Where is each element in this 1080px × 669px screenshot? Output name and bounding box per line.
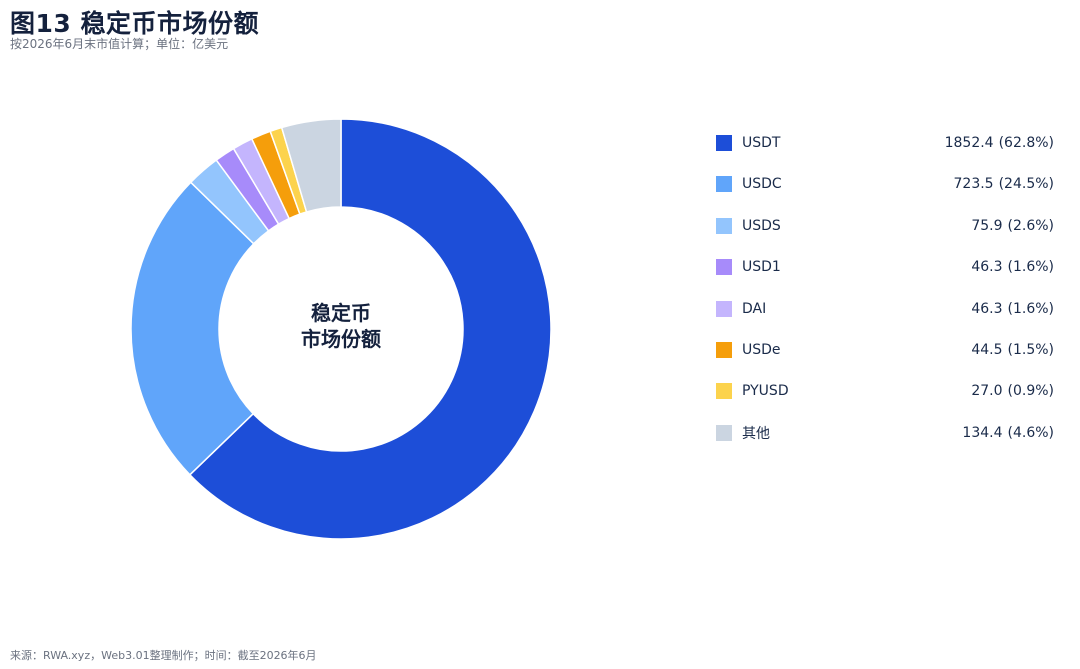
legend-item: USDT 1852.4 (62.8%) xyxy=(716,131,1054,155)
legend-value-number: 134.4 xyxy=(962,424,1003,441)
legend-value-percent: (2.6%) xyxy=(1007,217,1055,234)
legend-swatch xyxy=(716,383,732,400)
legend-value-number: 27.0 xyxy=(971,383,1003,400)
legend-value-percent: (1.5%) xyxy=(1007,342,1055,358)
legend-label: USDC xyxy=(742,176,782,193)
legend-value: 134.4 (4.6%) xyxy=(962,425,1054,441)
legend-value-percent: (1.6%) xyxy=(1007,300,1055,317)
legend-value-number: 75.9 xyxy=(971,217,1003,234)
center-label-line-1: 稳定币 xyxy=(311,301,371,325)
legend-value: 75.9 (2.6%) xyxy=(971,218,1054,234)
legend-item: USDe 44.5 (1.5%) xyxy=(716,338,1054,362)
legend-swatch xyxy=(716,217,732,234)
legend-value-percent: (4.6%) xyxy=(1007,424,1055,441)
legend-swatch xyxy=(716,342,732,358)
legend-swatch xyxy=(716,424,732,441)
center-label-line-2: 市场份额 xyxy=(301,327,381,351)
legend: USDT 1852.4 (62.8%) USDC 723.5 (24.5%) USDS 75.… xyxy=(716,0,1056,669)
legend-value-number: 44.5 xyxy=(971,342,1003,358)
legend-value-percent: (24.5%) xyxy=(998,176,1054,193)
legend-value-percent: (1.6%) xyxy=(1007,259,1055,276)
legend-swatch xyxy=(716,300,732,317)
legend-value: 723.5 (24.5%) xyxy=(954,176,1055,192)
chart-subtitle: 按2026年6月末市值计算；单位：亿美元 xyxy=(10,37,229,51)
legend-swatch xyxy=(716,135,732,151)
legend-label: USD1 xyxy=(742,259,781,276)
donut-chart xyxy=(130,118,552,540)
legend-value-number: 1852.4 xyxy=(944,135,994,151)
legend-value-percent: (62.8%) xyxy=(998,135,1054,151)
legend-item: PYUSD 27.0 (0.9%) xyxy=(716,379,1054,403)
legend-label: USDS xyxy=(742,217,781,234)
legend-item: DAI 46.3 (1.6%) xyxy=(716,297,1054,321)
legend-value-number: 46.3 xyxy=(971,259,1003,276)
legend-label: PYUSD xyxy=(742,383,789,400)
legend-item: USDS 75.9 (2.6%) xyxy=(716,214,1054,238)
legend-value: 46.3 (1.6%) xyxy=(971,301,1054,317)
legend-swatch xyxy=(716,259,732,276)
legend-value: 1852.4 (62.8%) xyxy=(945,135,1054,151)
legend-label: 其他 xyxy=(742,425,770,442)
legend-label: USDT xyxy=(742,135,781,151)
legend-value-percent: (0.9%) xyxy=(1007,383,1055,400)
legend-value: 46.3 (1.6%) xyxy=(971,259,1054,275)
legend-label: DAI xyxy=(742,300,767,317)
legend-item: 其他 134.4 (4.6%) xyxy=(716,421,1054,445)
legend-value-number: 723.5 xyxy=(953,176,994,193)
source-note: 来源：RWA.xyz，Web3.01整理制作；时间：截至2026年6月 xyxy=(10,649,317,662)
legend-label: USDe xyxy=(742,342,781,358)
legend-item: USD1 46.3 (1.6%) xyxy=(716,255,1054,279)
donut-slice-usdt xyxy=(188,118,552,540)
legend-value: 44.5 (1.5%) xyxy=(971,342,1054,358)
chart-title: 图13 稳定币市场份额 xyxy=(10,9,259,38)
donut-slice-其他 xyxy=(280,118,342,213)
donut-slice-usdc xyxy=(130,181,255,476)
donut-center-label: 稳定币 市场份额 xyxy=(241,300,441,352)
legend-item: USDC 723.5 (24.5%) xyxy=(716,172,1054,196)
legend-value: 27.0 (0.9%) xyxy=(971,383,1054,399)
legend-value-number: 46.3 xyxy=(971,300,1003,317)
legend-swatch xyxy=(716,176,732,193)
